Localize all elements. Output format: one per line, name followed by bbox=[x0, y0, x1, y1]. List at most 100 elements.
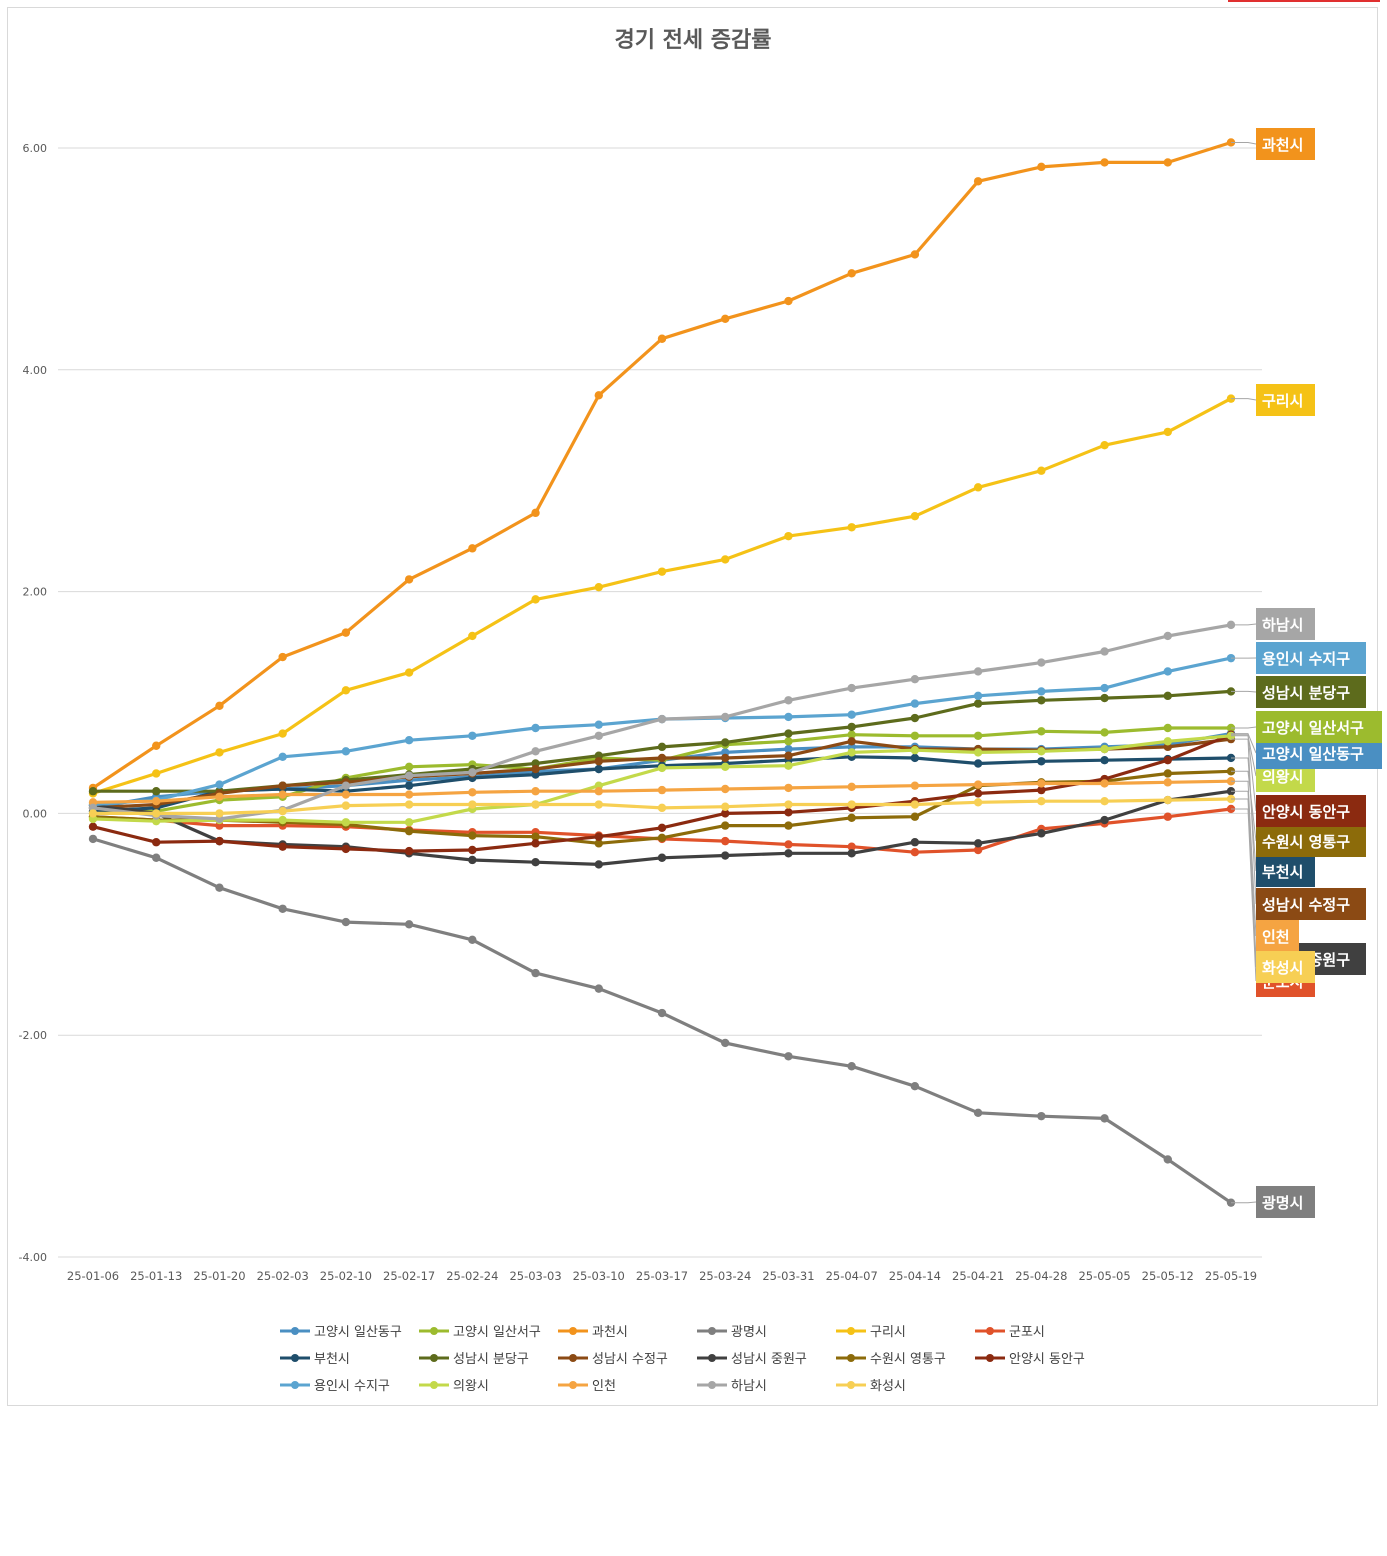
legend-label: 하남시 bbox=[731, 1379, 767, 1394]
data-point bbox=[784, 751, 793, 760]
legend-item-성남시 분당구[interactable]: 성남시 분당구 bbox=[419, 1352, 529, 1367]
legend-item-의왕시[interactable]: 의왕시 bbox=[419, 1379, 489, 1394]
x-axis-ticks: 25-01-06 25-01-13 25-01-20 25-02-03 25-02-10… bbox=[67, 1269, 1257, 1283]
data-point bbox=[88, 822, 98, 831]
x-tick-label: 25-01-06 bbox=[67, 1269, 119, 1283]
x-tick-label: 25-05-05 bbox=[1078, 1269, 1130, 1283]
data-point bbox=[531, 595, 540, 604]
legend-item-안양시 동안구[interactable]: 안양시 동안구 bbox=[975, 1352, 1085, 1367]
data-point bbox=[657, 763, 667, 773]
legend-item-고양시 일산동구[interactable]: 고양시 일산동구 bbox=[280, 1325, 402, 1340]
data-point bbox=[152, 797, 161, 806]
data-point bbox=[468, 800, 477, 809]
legend-label: 군포시 bbox=[1009, 1325, 1045, 1340]
legend-swatch-marker bbox=[708, 1381, 716, 1389]
data-point bbox=[784, 1052, 793, 1061]
data-point bbox=[594, 832, 603, 841]
data-point bbox=[973, 177, 983, 186]
end-label-text: 인천 bbox=[1262, 928, 1290, 946]
legend-item-화성시[interactable]: 화성시 bbox=[836, 1379, 906, 1394]
legend-swatch-marker bbox=[708, 1327, 716, 1335]
data-point bbox=[784, 840, 793, 849]
end-label-box bbox=[1256, 676, 1366, 708]
data-point bbox=[278, 790, 287, 799]
data-point bbox=[1037, 466, 1046, 475]
y-tick-label: -4.00 bbox=[19, 1251, 47, 1264]
data-point bbox=[910, 250, 920, 259]
label-connector bbox=[1231, 798, 1257, 968]
data-point bbox=[1037, 747, 1046, 756]
data-point bbox=[847, 813, 856, 823]
x-tick-label: 25-03-10 bbox=[573, 1269, 625, 1283]
data-point bbox=[594, 800, 603, 809]
data-point bbox=[910, 800, 920, 809]
data-point bbox=[1037, 658, 1046, 667]
data-point bbox=[531, 787, 540, 796]
data-point bbox=[404, 736, 414, 745]
legend-item-부천시[interactable]: 부천시 bbox=[280, 1352, 350, 1367]
data-point bbox=[1163, 631, 1172, 641]
legend-item-하남시[interactable]: 하남시 bbox=[697, 1379, 767, 1394]
data-point bbox=[1037, 1111, 1046, 1121]
data-point bbox=[278, 806, 287, 816]
end-label-box bbox=[1256, 384, 1315, 416]
data-point bbox=[657, 785, 667, 795]
data-point bbox=[657, 714, 667, 724]
data-point bbox=[657, 753, 667, 763]
legend-item-광명시[interactable]: 광명시 bbox=[697, 1325, 767, 1340]
data-point bbox=[404, 575, 414, 584]
data-point bbox=[847, 730, 856, 739]
end-label-box bbox=[1256, 920, 1299, 952]
end-label-고양시 일산서구: 고양시 일산서구 bbox=[1256, 711, 1382, 743]
y-tick-label: 4.00 bbox=[23, 364, 48, 377]
data-point bbox=[531, 800, 540, 809]
series-line bbox=[93, 689, 1232, 793]
data-point bbox=[973, 1108, 983, 1118]
legend-item-과천시[interactable]: 과천시 bbox=[558, 1325, 628, 1340]
legend-item-성남시 수정구[interactable]: 성남시 수정구 bbox=[558, 1352, 668, 1367]
data-point bbox=[341, 686, 351, 695]
data-point bbox=[404, 818, 414, 827]
data-point bbox=[404, 771, 414, 780]
legend-item-수원시 영통구[interactable]: 수원시 영통구 bbox=[836, 1352, 946, 1367]
end-label-text: 의왕시 bbox=[1262, 768, 1303, 786]
legend-item-군포시[interactable]: 군포시 bbox=[975, 1325, 1045, 1340]
data-point bbox=[1100, 755, 1109, 765]
data-point bbox=[1100, 744, 1109, 754]
legend-item-인천[interactable]: 인천 bbox=[558, 1379, 616, 1394]
legend-label: 안양시 동안구 bbox=[1009, 1352, 1085, 1367]
legend-item-고양시 일산서구[interactable]: 고양시 일산서구 bbox=[419, 1325, 541, 1340]
legend-label: 과천시 bbox=[592, 1325, 628, 1340]
data-point bbox=[531, 857, 540, 867]
legend-item-구리시[interactable]: 구리시 bbox=[836, 1325, 906, 1340]
data-point bbox=[721, 314, 730, 323]
legend-swatch-marker bbox=[291, 1327, 299, 1335]
end-label-text: 구리시 bbox=[1262, 392, 1303, 410]
end-label-하남시: 하남시 bbox=[1256, 608, 1315, 640]
end-label-box bbox=[1256, 795, 1366, 827]
label-connectors bbox=[1231, 142, 1257, 1204]
data-point bbox=[341, 747, 351, 756]
legend-label: 성남시 분당구 bbox=[453, 1352, 529, 1367]
legend-label: 인천 bbox=[592, 1379, 616, 1394]
end-label-안양시 동안구: 안양시 동안구 bbox=[1256, 795, 1366, 827]
data-point bbox=[152, 853, 161, 862]
data-point bbox=[278, 652, 287, 662]
series-과천시 bbox=[88, 138, 1236, 793]
legend-swatch-marker bbox=[847, 1327, 855, 1335]
data-point bbox=[910, 699, 920, 708]
data-point bbox=[910, 675, 920, 684]
y-axis-ticks: 6.00 4.00 2.00 0.00 -2.00 -4.00 bbox=[19, 142, 47, 1264]
series-구리시 bbox=[88, 394, 1236, 798]
legend-item-성남시 중원구[interactable]: 성남시 중원구 bbox=[697, 1352, 807, 1367]
data-point bbox=[847, 842, 856, 851]
data-point bbox=[973, 798, 983, 807]
label-connector bbox=[1231, 690, 1257, 693]
data-point bbox=[973, 483, 983, 492]
legend-label: 구리시 bbox=[870, 1325, 906, 1340]
data-point bbox=[152, 838, 161, 847]
data-point bbox=[594, 757, 603, 766]
legend-item-용인시 수지구[interactable]: 용인시 수지구 bbox=[280, 1379, 390, 1394]
